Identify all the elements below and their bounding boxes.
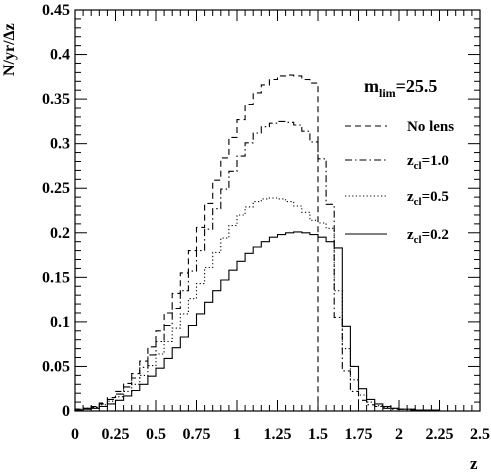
legend-label-2: zcl=0.5 bbox=[407, 189, 449, 208]
x-tick-label: 1.25 bbox=[264, 426, 292, 443]
y-tick-label: 0.45 bbox=[42, 2, 70, 19]
y-tick-label: 0.3 bbox=[50, 136, 70, 153]
x-tick-label: 0.25 bbox=[102, 426, 130, 443]
axis-ticks: 0 0.25 0.5 0.75 1 1.25 1.5 1.75 2 2.25 2.5 0 0.05 0.1… bbox=[42, 2, 490, 443]
series-group bbox=[74, 74, 480, 412]
series-line-0 bbox=[74, 74, 480, 412]
series-line-3 bbox=[74, 231, 480, 412]
y-tick-label: 0.4 bbox=[50, 47, 70, 64]
x-tick-label: 2.5 bbox=[470, 426, 490, 443]
y-tick-label: 0.2 bbox=[50, 225, 70, 242]
x-tick-label: 1.5 bbox=[308, 426, 328, 443]
x-tick-label: 0.5 bbox=[146, 426, 166, 443]
y-axis-label: N/yr/Δz bbox=[1, 23, 18, 76]
series-line-2 bbox=[74, 197, 480, 412]
x-tick-label: 1 bbox=[233, 426, 241, 443]
x-tick-label: 2 bbox=[395, 426, 403, 443]
x-tick-label: 1.75 bbox=[345, 426, 373, 443]
series-line-1 bbox=[74, 120, 480, 412]
y-tick-label: 0.05 bbox=[42, 358, 70, 375]
legend-label-3: zcl=0.2 bbox=[407, 227, 449, 246]
x-tick-label: 2.25 bbox=[426, 426, 454, 443]
legend-label-1: zcl=1.0 bbox=[407, 153, 449, 172]
y-tick-label: 0.1 bbox=[50, 314, 70, 331]
legend: mlim=25.5 No lens zcl=1.0 zcl=0.5 zcl=0.2 bbox=[345, 76, 454, 246]
y-tick-label: 0.25 bbox=[42, 180, 70, 197]
x-axis-label: z bbox=[470, 454, 478, 473]
y-tick-label: 0 bbox=[62, 403, 70, 420]
x-tick-label: 0.75 bbox=[183, 426, 211, 443]
legend-title: mlim=25.5 bbox=[364, 76, 437, 100]
legend-label-0: No lens bbox=[407, 119, 454, 135]
y-tick-label: 0.35 bbox=[42, 91, 70, 108]
x-tick-label: 0 bbox=[71, 426, 79, 443]
plot-frame bbox=[74, 9, 481, 412]
y-tick-label: 0.15 bbox=[42, 269, 70, 286]
